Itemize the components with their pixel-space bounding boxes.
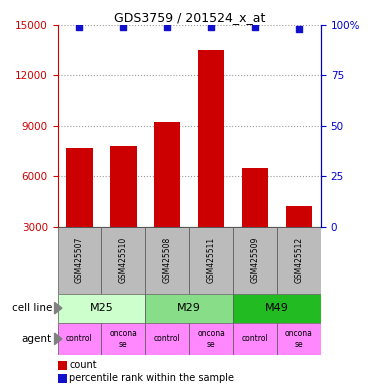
Text: GSM425508: GSM425508 [163, 237, 172, 283]
Bar [154, 122, 180, 227]
Text: control: control [66, 334, 93, 343]
Bar [145, 227, 189, 294]
Bar [233, 227, 277, 294]
Bar [110, 146, 137, 227]
Text: control: control [154, 334, 181, 343]
Text: percentile rank within the sample: percentile rank within the sample [69, 373, 234, 383]
Bar [277, 227, 321, 294]
Text: count: count [69, 360, 97, 370]
Text: agent: agent [22, 334, 52, 344]
Text: GSM425510: GSM425510 [119, 237, 128, 283]
Text: control: control [242, 334, 269, 343]
Bar [242, 168, 268, 227]
Text: M25: M25 [89, 303, 113, 313]
Bar [233, 323, 277, 355]
Text: oncona
se: oncona se [197, 329, 225, 349]
Point [208, 24, 214, 30]
Bar [189, 227, 233, 294]
Bar [277, 323, 321, 355]
Bar [58, 323, 101, 355]
Text: GSM425512: GSM425512 [295, 237, 303, 283]
Bar [101, 227, 145, 294]
Point [296, 26, 302, 32]
Bar [189, 323, 233, 355]
Bar [58, 294, 145, 323]
Bar [145, 323, 189, 355]
Text: GSM425511: GSM425511 [207, 237, 216, 283]
Point [76, 24, 82, 30]
Point [252, 24, 258, 30]
Text: M29: M29 [177, 303, 201, 313]
Bar [198, 50, 224, 227]
Bar [66, 147, 93, 227]
Bar [233, 294, 321, 323]
Point [164, 24, 170, 30]
Text: oncona
se: oncona se [285, 329, 313, 349]
Text: M49: M49 [265, 303, 289, 313]
Title: GDS3759 / 201524_x_at: GDS3759 / 201524_x_at [114, 11, 265, 24]
Bar [145, 294, 233, 323]
Point [121, 24, 127, 30]
Bar [58, 227, 101, 294]
Bar [286, 207, 312, 227]
Text: oncona
se: oncona se [109, 329, 137, 349]
Bar [101, 323, 145, 355]
Text: cell line: cell line [12, 303, 52, 313]
Text: GSM425507: GSM425507 [75, 237, 84, 283]
Text: GSM425509: GSM425509 [250, 237, 260, 283]
